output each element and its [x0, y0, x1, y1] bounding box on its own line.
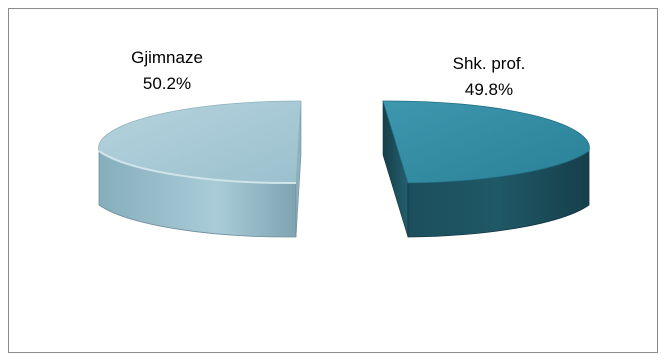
- slice-label-shk-prof: Shk. prof.: [453, 54, 526, 73]
- slice-percent-shk-prof: 49.8%: [465, 80, 513, 99]
- slice-gjimnaze-rim: [98, 150, 297, 185]
- pie-chart: Gjimnaze 50.2% Shk. prof. 49.8%: [98, 48, 590, 238]
- slice-shk-prof: [382, 100, 590, 238]
- slice-shk-prof-top: [382, 100, 590, 184]
- slice-label-gjimnaze: Gjimnaze: [131, 48, 203, 67]
- slice-percent-gjimnaze: 50.2%: [143, 74, 191, 93]
- slice-gjimnaze: [98, 100, 302, 238]
- chart-frame: Gjimnaze 50.2% Shk. prof. 49.8%: [8, 8, 658, 353]
